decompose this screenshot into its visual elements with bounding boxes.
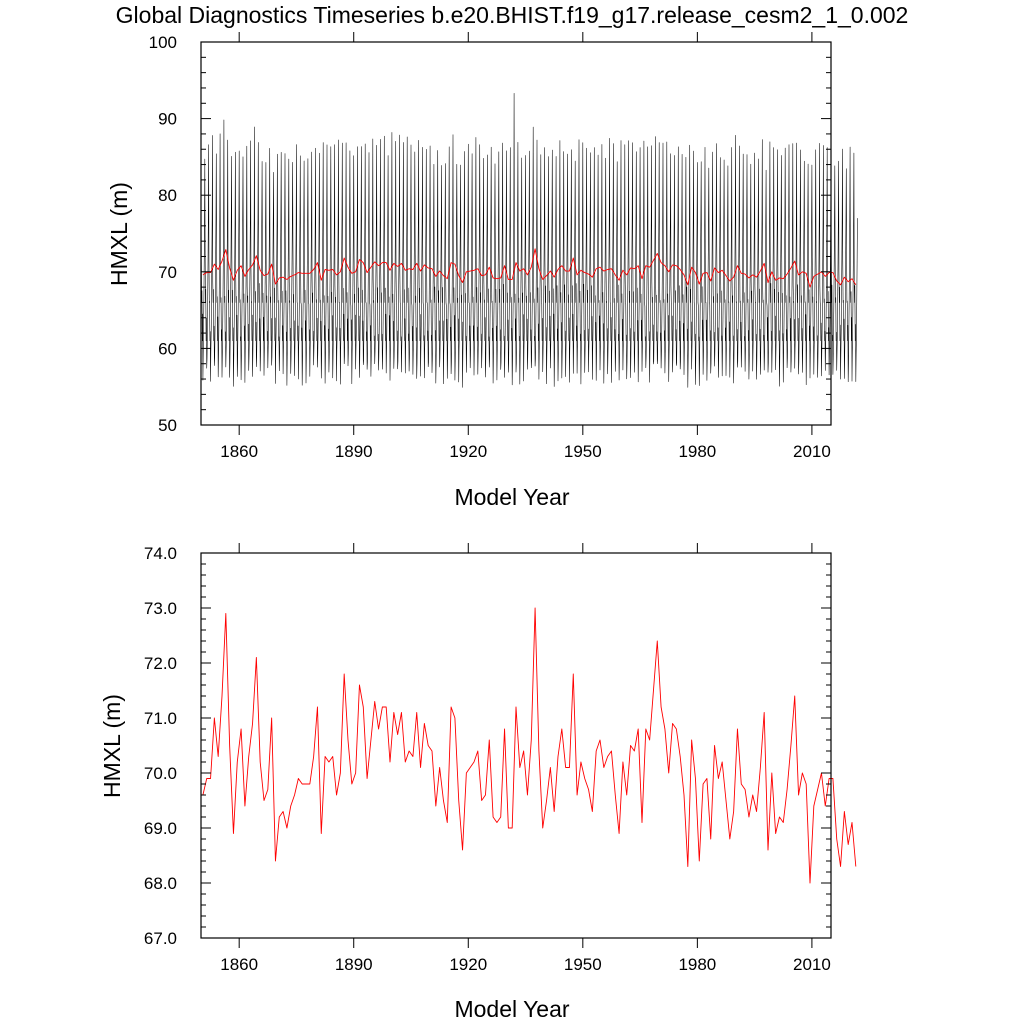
x-tick-label: 1980: [678, 442, 716, 461]
bottom-plot-frame: [200, 552, 832, 939]
top-x-tick-labels: 1860 1890 1920 1950 1980 2010: [220, 442, 831, 461]
y-tick-label: 68.0: [144, 874, 177, 893]
x-tick-label: 1920: [449, 955, 487, 974]
x-tick-label: 1890: [335, 955, 373, 974]
top-panel: 50 60 70 80 90 100 1860 1890 1920 1950 1980 2010 M…: [106, 32, 858, 510]
y-tick-label: 71.0: [144, 709, 177, 728]
annual-mean-series-bottom: [202, 607, 857, 884]
page-title: Global Diagnostics Timeseries b.e20.BHIS…: [115, 2, 909, 28]
x-tick-label: 1920: [449, 442, 487, 461]
y-tick-label: 69.0: [144, 819, 177, 838]
y-tick-label: 70: [158, 263, 177, 282]
y-tick-label: 72.0: [144, 654, 177, 673]
y-tick-label: 60: [158, 339, 177, 358]
x-tick-label: 1950: [564, 442, 602, 461]
top-x-axis-title: Model Year: [454, 484, 569, 510]
top-y-tick-labels: 50 60 70 80 90 100: [149, 33, 177, 435]
y-tick-label: 90: [158, 110, 177, 129]
y-tick-label: 67.0: [144, 929, 177, 948]
top-y-axis-title: HMXL (m): [106, 182, 132, 286]
x-tick-label: 1860: [220, 442, 258, 461]
x-tick-label: 1860: [220, 955, 258, 974]
monthly-series: [200, 93, 858, 388]
top-plot-frame: [200, 41, 832, 426]
annual-mean-series-top: [202, 248, 857, 288]
x-tick-label: 1890: [335, 442, 373, 461]
top-axis-ticks: [201, 32, 831, 435]
y-tick-label: 74.0: [144, 544, 177, 563]
x-tick-label: 2010: [793, 955, 831, 974]
bottom-y-axis-title: HMXL (m): [99, 694, 125, 798]
annual-mean-line: [202, 248, 857, 288]
monthly-line: [200, 93, 858, 388]
y-tick-label: 70.0: [144, 764, 177, 783]
annual-mean-line: [202, 607, 857, 884]
bottom-x-tick-labels: 1860 1890 1920 1950 1980 2010: [220, 955, 831, 974]
y-tick-label: 100: [149, 33, 177, 52]
x-tick-label: 1950: [564, 955, 602, 974]
x-tick-label: 2010: [793, 442, 831, 461]
bottom-y-tick-labels: 67.0 68.0 69.0 70.0 71.0 72.0 73.0 74.0: [144, 544, 177, 948]
bottom-panel: 67.0 68.0 69.0 70.0 71.0 72.0 73.0 74.0 1860 189…: [99, 543, 857, 1022]
y-tick-label: 80: [158, 186, 177, 205]
y-tick-label: 50: [158, 416, 177, 435]
bottom-x-axis-title: Model Year: [454, 996, 569, 1022]
x-tick-label: 1980: [678, 955, 716, 974]
y-tick-label: 73.0: [144, 599, 177, 618]
